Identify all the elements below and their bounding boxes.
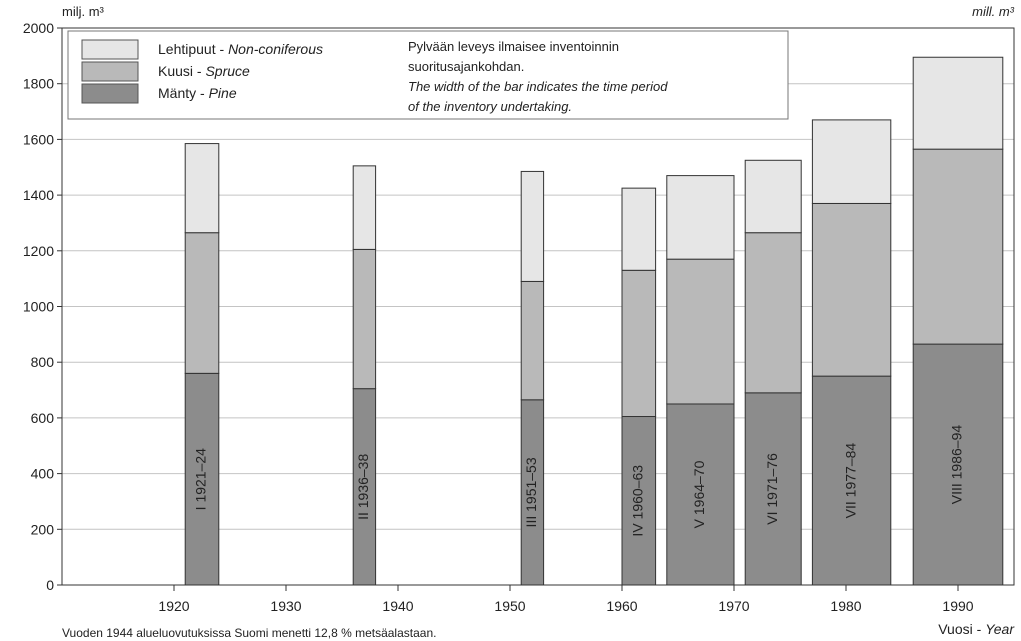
legend-note-fi-line2: suoritusajankohdan. [408, 59, 524, 74]
legend-entry-en: Spruce [205, 63, 250, 79]
bar-group: III 1951–53 [520, 170, 545, 586]
y-tick-label: 200 [31, 521, 55, 537]
bar-segment-non-coniferous [621, 187, 657, 271]
x-tick-label: 1930 [270, 598, 301, 614]
x-tick-label: 1970 [718, 598, 749, 614]
bar-segment-pine [621, 416, 657, 586]
legend-entry-fi: Kuusi - [158, 63, 205, 79]
x-tick-label: 1960 [606, 598, 637, 614]
axes [61, 27, 1015, 586]
bar-label: I 1921–24 [193, 448, 209, 510]
bar-segment-spruce [666, 258, 735, 405]
legend-entry-en: Non-coniferous [228, 41, 323, 57]
legend-swatch [81, 83, 139, 104]
y-tick-labels: 0 200 400 600 800 1000 1200 1400 1600 1800 2000 [23, 20, 54, 593]
bar-segment-non-coniferous [184, 143, 220, 234]
bar-segment-spruce [621, 269, 657, 418]
bar-segment-non-coniferous [352, 165, 377, 250]
y-tick-label: 1800 [23, 76, 54, 92]
x-tick-label: 1920 [158, 598, 189, 614]
y-tick-label: 1200 [23, 243, 54, 259]
legend-entry: Lehtipuut - Non-coniferous [158, 41, 323, 57]
legend-entry-fi: Lehtipuut - [158, 41, 228, 57]
bar-segment-pine [912, 343, 1004, 586]
bar-segment-spruce [352, 248, 377, 390]
bar-label: II 1936–38 [355, 454, 371, 520]
bar-segment-non-coniferous [520, 170, 545, 282]
bar-label: III 1951–53 [523, 457, 539, 527]
bars: I 1921–24 II 1936–38 III 1951–53 IV 1960–63… [184, 56, 1004, 586]
bar-segment-spruce [811, 202, 892, 377]
y-tick-label: 1400 [23, 187, 54, 203]
bar-group: VIII 1986–94 [912, 56, 1004, 586]
legend-entry: Mänty - Pine [158, 85, 237, 101]
bar-group: I 1921–24 [184, 143, 220, 586]
y-tick-label: 800 [31, 354, 55, 370]
bar-segment-pine [184, 372, 220, 586]
bar-segment-pine [744, 392, 802, 586]
x-axis-label: Vuosi - Year [938, 621, 1015, 637]
bar-group: IV 1960–63 [621, 187, 657, 586]
y-tick-label: 0 [46, 577, 54, 593]
footnote: Vuoden 1944 alueluovutuksissa Suomi mene… [62, 626, 436, 640]
legend: Lehtipuut - Non-coniferous Kuusi - Spruce… [67, 30, 789, 120]
x-axis-label-fi: Vuosi - [938, 621, 981, 637]
plot-frame [61, 27, 1015, 586]
x-tick-label: 1990 [942, 598, 973, 614]
bar-segment-spruce [744, 232, 802, 394]
x-tick-label: 1980 [830, 598, 861, 614]
x-tick-label: 1950 [494, 598, 525, 614]
bar-group: II 1936–38 [352, 165, 377, 586]
x-axis-label-en: Year [985, 621, 1015, 637]
legend-swatch [81, 39, 139, 60]
y-axis-label-right: mill. m³ [972, 4, 1015, 19]
bar-label: VII 1977–84 [842, 443, 858, 519]
legend-note-fi-line1: Pylvään leveys ilmaisee inventoinnin [408, 39, 619, 54]
x-tick-label: 1940 [382, 598, 413, 614]
bar-group: VI 1971–76 [744, 159, 802, 586]
legend-entry-fi: Mänty - [158, 85, 209, 101]
bar-label: VIII 1986–94 [949, 425, 965, 505]
bar-segment-spruce [184, 232, 220, 374]
legend-note-en-line1: The width of the bar indicates the time … [408, 79, 668, 94]
bar-segment-non-coniferous [811, 119, 892, 204]
bar-segment-non-coniferous [744, 159, 802, 234]
legend-entry-en: Pine [209, 85, 237, 101]
bar-segment-pine [811, 375, 892, 586]
bar-label: V 1964–70 [691, 460, 707, 528]
y-tick-label: 1600 [23, 131, 54, 147]
legend-note-en-line2: of the inventory undertaking. [408, 99, 572, 114]
bar-label: VI 1971–76 [764, 453, 780, 525]
bar-label: IV 1960–63 [630, 465, 646, 537]
y-tick-label: 400 [31, 466, 55, 482]
bar-segment-spruce [912, 148, 1004, 345]
x-tick-labels: 1920 1930 1940 1950 1960 1970 1980 1990 [158, 598, 973, 614]
y-tick-label: 1000 [23, 299, 54, 315]
bar-segment-non-coniferous [912, 56, 1004, 150]
y-axis-label-left: milj. m³ [62, 4, 105, 19]
y-tick-label: 600 [31, 410, 55, 426]
bar-group: V 1964–70 [666, 175, 735, 586]
bar-segment-non-coniferous [666, 175, 735, 260]
legend-swatch [81, 61, 139, 82]
legend-entry: Kuusi - Spruce [158, 63, 250, 79]
bar-segment-spruce [520, 280, 545, 401]
legend-frame [67, 30, 789, 120]
bar-group: VII 1977–84 [811, 119, 892, 586]
y-tick-label: 2000 [23, 20, 54, 36]
